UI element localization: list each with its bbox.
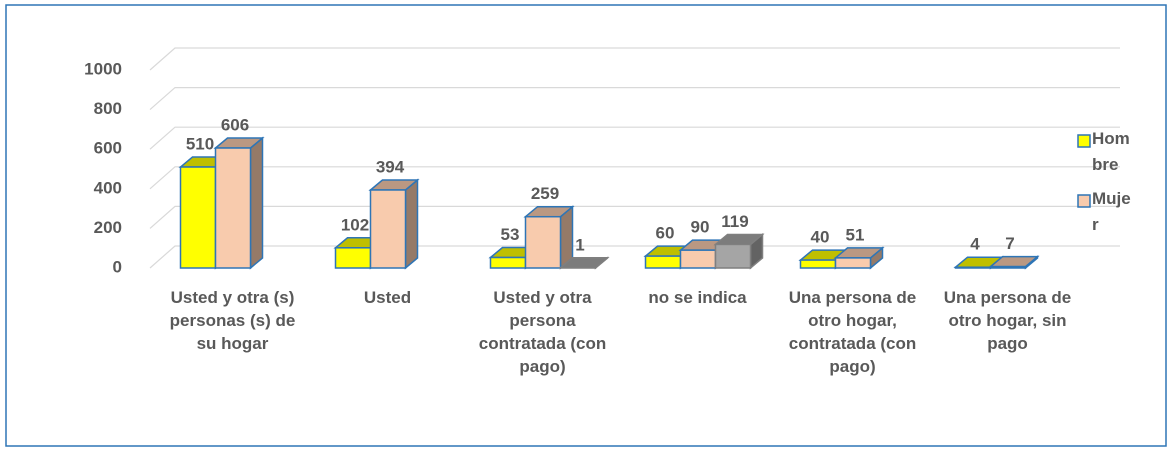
- data-label: 1: [575, 235, 584, 254]
- bar-front: [491, 258, 526, 268]
- data-label: 60: [656, 224, 675, 243]
- legend-label: Mujer: [1092, 186, 1132, 238]
- bar-front: [646, 256, 681, 268]
- data-label: 259: [531, 184, 559, 203]
- y-tick-label: 400: [94, 178, 122, 197]
- bar-side: [251, 138, 263, 268]
- x-tick-label: Una persona de otro hogar, contratada (c…: [778, 286, 928, 378]
- data-label: 510: [186, 135, 214, 154]
- y-tick-label: 600: [94, 139, 122, 158]
- x-tick-label-box: no se indica: [623, 286, 773, 406]
- bar-front: [181, 167, 216, 268]
- legend-label: Hombre: [1092, 126, 1132, 178]
- data-label: 7: [1005, 234, 1014, 253]
- bar: [526, 207, 573, 268]
- x-tick-label: Usted y otra persona contratada (con pag…: [468, 286, 618, 378]
- bar-front: [801, 260, 836, 268]
- legend-label-box: Mujer: [1092, 186, 1136, 246]
- data-label: 102: [341, 215, 369, 234]
- legend-label-box: Hombre: [1092, 126, 1136, 186]
- data-label: 53: [501, 225, 520, 244]
- bar-front: [956, 267, 991, 268]
- x-tick-label-box: Usted: [313, 286, 463, 406]
- data-label: 606: [221, 115, 249, 134]
- bar-front: [836, 258, 871, 268]
- bar-front: [991, 267, 1026, 268]
- y-tick-label: 1000: [84, 59, 122, 78]
- data-label: 90: [691, 218, 710, 237]
- data-label: 4: [970, 235, 980, 254]
- bar-front: [336, 248, 371, 268]
- legend-swatch: [1078, 195, 1090, 207]
- bar: [216, 138, 263, 268]
- data-label: 119: [721, 212, 748, 231]
- bar-side: [406, 180, 418, 268]
- legend-swatch: [1078, 135, 1090, 147]
- x-tick-label-box: Usted y otra (s) personas (s) de su hoga…: [158, 286, 308, 406]
- data-label: 51: [846, 225, 865, 244]
- bar-front: [526, 217, 561, 268]
- data-label: 394: [376, 157, 405, 176]
- x-tick-label: Una persona de otro hogar, sin pago: [933, 286, 1083, 355]
- bar: [716, 234, 763, 268]
- x-tick-label-box: Una persona de otro hogar, sin pago: [933, 286, 1083, 406]
- bar-front: [681, 250, 716, 268]
- y-tick-label: 0: [113, 257, 122, 276]
- x-tick-label-box: Una persona de otro hogar, contratada (c…: [778, 286, 928, 406]
- bar-front: [371, 190, 406, 268]
- data-label: 40: [811, 228, 830, 247]
- y-tick-label: 800: [94, 99, 122, 118]
- x-tick-label-box: Usted y otra persona contratada (con pag…: [468, 286, 618, 406]
- bar-front: [716, 244, 751, 268]
- x-tick-label: Usted: [313, 286, 463, 309]
- bar: [371, 180, 418, 268]
- x-tick-label: no se indica: [623, 286, 773, 309]
- y-tick-label: 200: [94, 218, 122, 237]
- x-tick-label: Usted y otra (s) personas (s) de su hoga…: [158, 286, 308, 355]
- bar-front: [216, 148, 251, 268]
